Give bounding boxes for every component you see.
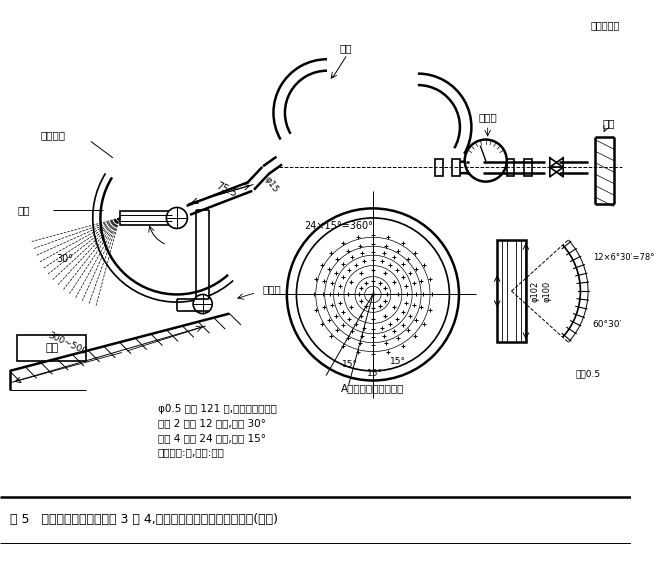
Text: 24×15°=360°: 24×15°=360° xyxy=(304,220,373,231)
Text: 里面 2 圈共 12 个孔,间距 30°: 里面 2 圈共 12 个孔,间距 30° xyxy=(158,419,265,428)
Circle shape xyxy=(465,140,507,181)
Bar xyxy=(497,240,526,342)
Text: 15°: 15° xyxy=(367,370,383,379)
Text: 平衡锤: 平衡锤 xyxy=(263,285,282,295)
Text: 300~500: 300~500 xyxy=(46,331,88,356)
Text: φ0.5 的孔 121 个,其中一个在中央: φ0.5 的孔 121 个,其中一个在中央 xyxy=(158,404,277,414)
Text: 试样: 试样 xyxy=(45,343,58,353)
Text: φ100: φ100 xyxy=(543,280,552,302)
Text: 蛇管: 蛇管 xyxy=(340,43,352,53)
Text: 图 5   检验第二位特征数字为 3 和 4,防淋水和溅水手持式试验装置(喷头): 图 5 检验第二位特征数字为 3 和 4,防淋水和溅水手持式试验装置(喷头) xyxy=(9,512,278,525)
Text: 外面 4 圈共 24 个孔,间距 15°: 外面 4 圈共 24 个孔,间距 15° xyxy=(158,433,266,443)
Bar xyxy=(452,159,460,176)
Text: 15°: 15° xyxy=(342,360,358,369)
Text: 单位为毫米: 单位为毫米 xyxy=(590,20,620,30)
Bar xyxy=(17,334,86,362)
Circle shape xyxy=(296,218,449,371)
Text: 孔径0.5: 孔径0.5 xyxy=(576,369,601,378)
Text: 活动挡板:铝,喷头:黄铜: 活动挡板:铝,喷头:黄铜 xyxy=(158,447,224,457)
Text: φ102: φ102 xyxy=(530,280,539,302)
Circle shape xyxy=(193,294,213,314)
Bar xyxy=(524,159,532,176)
Text: 喷头: 喷头 xyxy=(17,205,30,215)
Text: 75.5: 75.5 xyxy=(214,181,238,199)
Bar xyxy=(119,211,172,225)
Text: 12×6°30′=78°: 12×6°30′=78° xyxy=(593,253,654,262)
Text: 30°: 30° xyxy=(57,254,73,264)
Bar xyxy=(435,159,443,176)
Text: 阀门: 阀门 xyxy=(603,118,615,128)
Circle shape xyxy=(287,208,459,380)
Text: 活动挡板: 活动挡板 xyxy=(40,130,65,140)
Text: 压力表: 压力表 xyxy=(478,112,497,123)
Bar xyxy=(507,159,514,176)
Circle shape xyxy=(166,207,187,228)
Text: 15°: 15° xyxy=(390,357,406,366)
Text: A向视图（移去挡板）: A向视图（移去挡板） xyxy=(341,383,405,393)
Text: 60°30′: 60°30′ xyxy=(593,320,622,329)
Text: φ15: φ15 xyxy=(263,175,280,194)
